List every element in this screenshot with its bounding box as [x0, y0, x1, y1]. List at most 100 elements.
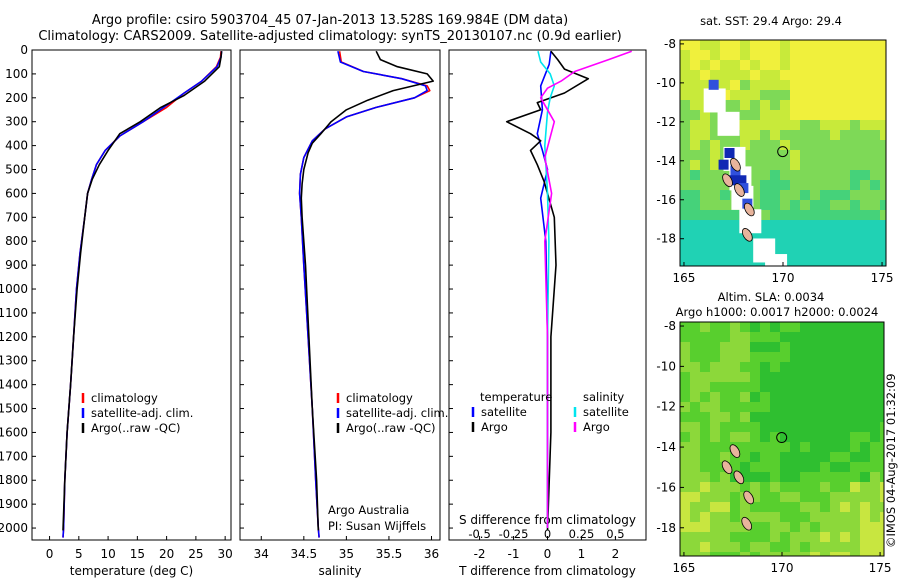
y-tick-label: 1600 [0, 425, 28, 439]
map-cell [810, 120, 820, 130]
map-cell [770, 352, 780, 362]
map-cell [880, 532, 884, 542]
map-cell [810, 382, 820, 392]
map-cell [820, 522, 830, 532]
map-cell [880, 332, 884, 342]
map-cell [800, 452, 810, 462]
map-cell [810, 80, 820, 90]
map-cell [830, 70, 840, 80]
map-cell [720, 542, 730, 552]
map-coldcell [736, 175, 747, 186]
map-cell [760, 90, 770, 100]
x-tick-label: 0 [544, 547, 552, 561]
map-cell [710, 332, 720, 342]
map-cell [750, 260, 760, 266]
map-cell [760, 50, 770, 60]
map-cell [810, 432, 820, 442]
map-cell [730, 322, 740, 332]
map-cell [870, 382, 880, 392]
map-cell [830, 230, 840, 240]
map-cell [770, 200, 780, 210]
map-cell [680, 402, 690, 412]
map-cell [830, 60, 840, 70]
map-cell [680, 552, 690, 556]
map-cell [780, 432, 790, 442]
island-shape [729, 444, 741, 458]
map-cell [870, 342, 880, 352]
map-cell [810, 160, 820, 170]
map-cell [860, 492, 870, 502]
map-cell [810, 492, 820, 502]
map-cell [850, 372, 860, 382]
map-cell [780, 532, 790, 542]
map-cell [820, 70, 830, 80]
map-cell [690, 180, 700, 190]
map-cell [780, 170, 790, 180]
map-cell [740, 452, 750, 462]
map-cell [770, 180, 780, 190]
map-cell [680, 60, 690, 70]
map-cell [720, 502, 730, 512]
map-cell [790, 352, 800, 362]
map-cell [740, 100, 750, 110]
legend-label: satellite-adj. clim. [346, 406, 448, 420]
map-cell [830, 432, 840, 442]
map-cell [870, 452, 880, 462]
map-cell [880, 170, 886, 180]
map-cell [790, 362, 800, 372]
map-cell [790, 392, 800, 402]
difference-xlabel: T difference from climatology [458, 564, 636, 578]
map-cell [820, 372, 830, 382]
map-cell [710, 422, 720, 432]
map-cell [820, 362, 830, 372]
map-cell [810, 522, 820, 532]
map-cell [740, 342, 750, 352]
map-cell [780, 452, 790, 462]
map-cell [810, 40, 820, 50]
y-tick-label: 700 [5, 210, 28, 224]
map-cell [730, 352, 740, 362]
map-cell [830, 170, 840, 180]
map-cell [800, 220, 810, 230]
map-cell [820, 342, 830, 352]
map-cell [750, 160, 760, 170]
map-cell [810, 200, 820, 210]
map-cell [760, 332, 770, 342]
map-cell [800, 180, 810, 190]
map-cell [780, 110, 790, 120]
map-cell [690, 522, 700, 532]
map-cell [830, 150, 840, 160]
map-cell [690, 352, 700, 362]
map-cell [840, 160, 850, 170]
map-cell [680, 230, 690, 240]
map-cell [750, 472, 760, 482]
map-cell [820, 442, 830, 452]
map-cell [880, 240, 886, 250]
map-cell [720, 422, 730, 432]
map-cell [680, 422, 690, 432]
map-cell [870, 210, 880, 220]
map-cell [770, 190, 780, 200]
map-cell [840, 502, 850, 512]
y-tick-label: -12 [656, 115, 676, 129]
map-cell [840, 190, 850, 200]
map-cell [750, 70, 760, 80]
map-cell [750, 40, 760, 50]
map-cell [690, 442, 700, 452]
map-cell [720, 180, 730, 190]
x-tick-label: 175 [869, 561, 892, 575]
map-cell [800, 372, 810, 382]
map-cell [850, 100, 860, 110]
map-cell [710, 210, 720, 220]
map-cell [880, 542, 884, 552]
map-cell [800, 462, 810, 472]
map-cell [680, 260, 690, 266]
map-cell [770, 462, 780, 472]
map-cell [730, 532, 740, 542]
map-cell [800, 442, 810, 452]
map-cell [880, 190, 886, 200]
map-cell [750, 352, 760, 362]
map-cell [680, 352, 690, 362]
y-tick-label: 200 [5, 91, 28, 105]
map-cell [770, 442, 780, 452]
